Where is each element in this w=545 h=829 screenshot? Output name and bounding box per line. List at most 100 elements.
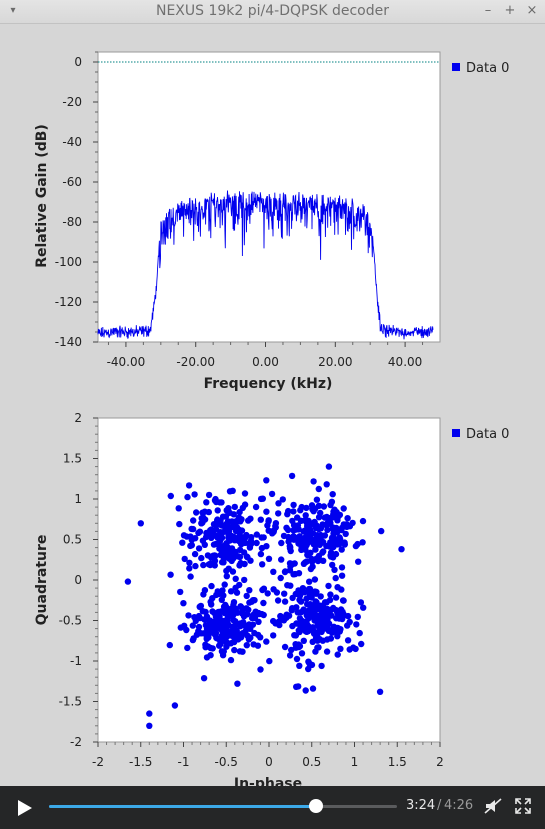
- constellation-point: [320, 604, 327, 612]
- constellation-point: [311, 630, 318, 637]
- constellation-point: [323, 481, 330, 488]
- constellation-point: [243, 642, 250, 649]
- constellation-point: [349, 519, 356, 527]
- close-button[interactable]: ×: [526, 3, 538, 18]
- spectrum-axes: 0 -20 -40 -60 -80 -100 -120 -140 -40.00 -20.00 0.0…: [55, 51, 440, 369]
- volume-muted-icon[interactable]: [484, 797, 502, 815]
- constellation-point: [293, 604, 300, 611]
- constellation-point: [218, 633, 225, 640]
- constellation-point: [317, 618, 324, 626]
- constellation-point: [233, 589, 241, 596]
- constellation-point: [234, 680, 241, 687]
- fullscreen-icon[interactable]: [514, 797, 532, 815]
- constellation-y-tick-label: -0.5: [59, 614, 82, 628]
- constellation-point: [315, 525, 323, 533]
- constellation-point: [278, 539, 285, 547]
- constellation-point: [311, 588, 319, 595]
- constellation-point: [336, 628, 343, 635]
- constellation-axes: 2 1.5 1 0.5 0 -0.5 -1 -1.5 -2 -2 -1.5 -1 -0.5 0 0.5 1 1.…: [59, 411, 444, 769]
- constellation-point: [270, 632, 277, 639]
- constellation-point: [193, 509, 200, 516]
- constellation-point: [223, 604, 230, 611]
- window-menu-icon[interactable]: ▾: [10, 5, 16, 16]
- constellation-point: [253, 539, 260, 547]
- constellation-point: [327, 591, 334, 598]
- seek-handle[interactable]: [308, 799, 323, 813]
- constellation-point: [281, 590, 288, 597]
- constellation-y-tick-label: 1: [74, 492, 82, 506]
- constellation-point: [312, 546, 319, 553]
- constellation-point: [230, 511, 237, 518]
- constellation-point: [315, 485, 322, 493]
- constellation-point: [209, 618, 217, 626]
- constellation-point: [177, 624, 184, 631]
- constellation-point: [253, 531, 260, 538]
- minimize-button[interactable]: –: [484, 3, 492, 18]
- constellation-point: [359, 539, 366, 546]
- constellation-point: [310, 614, 318, 622]
- constellation-point: [350, 644, 357, 651]
- constellation-point: [212, 625, 219, 632]
- constellation-point: [308, 558, 316, 566]
- constellation-point: [187, 573, 194, 580]
- constellation-point: [342, 530, 349, 538]
- constellation-point: [234, 630, 241, 637]
- maximize-button[interactable]: +: [504, 3, 516, 18]
- constellation-point: [378, 527, 385, 535]
- constellation-point: [258, 534, 265, 541]
- constellation-point: [180, 600, 187, 607]
- constellation-point: [307, 565, 315, 573]
- constellation-point: [270, 527, 278, 534]
- constellation-point: [334, 633, 341, 640]
- constellation-point: [184, 493, 191, 501]
- constellation-point: [198, 554, 205, 562]
- spectrum-y-tick-label: 0: [74, 55, 82, 69]
- constellation-point: [222, 624, 229, 631]
- constellation-point: [213, 540, 220, 547]
- spectrum-legend-label: Data 0: [466, 61, 509, 76]
- constellation-point: [199, 509, 206, 516]
- constellation-point: [250, 641, 257, 648]
- constellation-point: [320, 557, 327, 564]
- constellation-x-tick-label: -0.5: [215, 755, 238, 769]
- constellation-point: [251, 629, 258, 637]
- constellation-point: [184, 644, 191, 652]
- window-title: NEXUS 19k2 pi/4-DQPSK decoder: [155, 3, 389, 19]
- constellation-point: [239, 608, 246, 616]
- constellation-point: [290, 571, 297, 578]
- constellation-point: [230, 638, 237, 645]
- constellation-point: [303, 538, 310, 545]
- constellation-point: [236, 648, 244, 655]
- constellation-point: [218, 499, 225, 506]
- constellation-point: [264, 590, 271, 597]
- constellation-point: [323, 613, 330, 620]
- spectrum-plot: 0 -20 -40 -60 -80 -100 -120 -140 -40.00 -20.00 0.0…: [34, 51, 509, 392]
- constellation-point: [229, 568, 237, 575]
- constellation-point: [343, 523, 350, 530]
- constellation-point: [212, 613, 220, 621]
- constellation-point: [265, 518, 272, 525]
- constellation-point: [207, 554, 215, 561]
- spectrum-legend-swatch: [452, 63, 460, 71]
- constellation-point: [340, 505, 347, 512]
- constellation-point: [146, 710, 153, 717]
- constellation-point: [297, 517, 305, 524]
- constellation-point: [297, 609, 305, 616]
- constellation-point: [310, 541, 317, 548]
- constellation-legend-swatch: [452, 429, 460, 437]
- constellation-point: [332, 574, 339, 582]
- constellation-point: [310, 604, 317, 611]
- title-bar[interactable]: ▾ NEXUS 19k2 pi/4-DQPSK decoder – + ×: [0, 0, 545, 24]
- constellation-point: [255, 618, 262, 625]
- constellation-point: [243, 605, 250, 612]
- constellation-point: [296, 592, 304, 599]
- constellation-point: [205, 634, 212, 641]
- constellation-point: [305, 658, 312, 665]
- constellation-point: [296, 615, 304, 622]
- time-separator: /: [437, 798, 442, 813]
- constellation-point: [221, 545, 228, 552]
- play-icon[interactable]: [14, 798, 34, 818]
- constellation-point: [186, 565, 193, 572]
- constellation-point: [304, 522, 311, 530]
